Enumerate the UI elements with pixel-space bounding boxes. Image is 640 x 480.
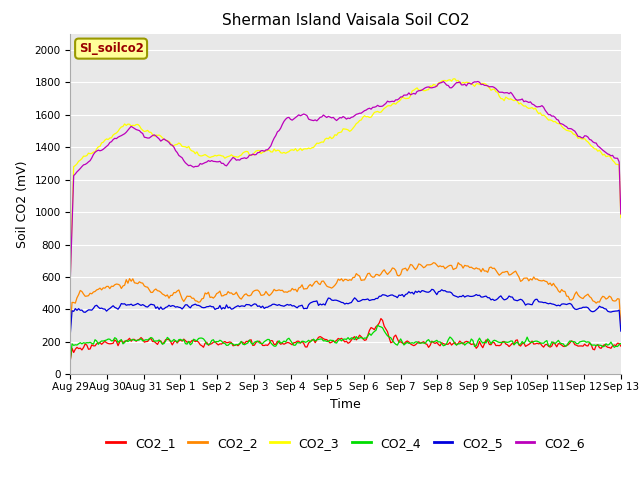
- CO2_6: [518, 96, 526, 102]
- CO2_4: [377, 324, 385, 330]
- CO2_3: [525, 106, 532, 111]
- CO2_4: [231, 342, 239, 348]
- CO2_1: [377, 316, 385, 322]
- CO2_2: [376, 273, 383, 278]
- CO2_2: [525, 278, 532, 284]
- CO2_2: [73, 295, 81, 300]
- Line: CO2_5: CO2_5: [70, 289, 621, 333]
- CO2_5: [428, 287, 436, 292]
- CO2_2: [67, 323, 74, 328]
- CO2_2: [429, 260, 437, 265]
- CO2_1: [188, 337, 196, 343]
- Text: SI_soilco2: SI_soilco2: [79, 42, 143, 55]
- CO2_6: [376, 104, 383, 109]
- CO2_5: [376, 293, 383, 299]
- CO2_1: [67, 357, 74, 363]
- CO2_6: [617, 211, 625, 217]
- CO2_3: [376, 109, 383, 115]
- CO2_1: [376, 320, 383, 326]
- CO2_3: [188, 148, 196, 154]
- CO2_2: [617, 321, 625, 327]
- CO2_6: [73, 169, 81, 175]
- CO2_2: [231, 291, 239, 297]
- CO2_5: [188, 302, 196, 308]
- CO2_5: [231, 304, 239, 310]
- CO2_2: [188, 295, 196, 301]
- CO2_5: [67, 330, 74, 336]
- CO2_2: [518, 277, 526, 283]
- Line: CO2_3: CO2_3: [70, 79, 621, 272]
- CO2_1: [231, 343, 239, 348]
- CO2_4: [525, 338, 532, 344]
- CO2_1: [518, 341, 526, 347]
- CO2_3: [518, 102, 526, 108]
- X-axis label: Time: Time: [330, 397, 361, 410]
- CO2_5: [518, 297, 526, 303]
- CO2_1: [617, 343, 625, 349]
- CO2_3: [231, 154, 239, 159]
- CO2_4: [67, 356, 74, 362]
- CO2_4: [188, 340, 196, 346]
- CO2_4: [374, 322, 381, 328]
- CO2_3: [451, 76, 459, 82]
- CO2_4: [617, 341, 625, 347]
- CO2_6: [231, 156, 239, 161]
- CO2_6: [188, 163, 196, 169]
- Line: CO2_2: CO2_2: [70, 263, 621, 325]
- CO2_4: [518, 339, 526, 345]
- Legend: CO2_1, CO2_2, CO2_3, CO2_4, CO2_5, CO2_6: CO2_1, CO2_2, CO2_3, CO2_4, CO2_5, CO2_6: [101, 432, 590, 455]
- CO2_5: [525, 301, 532, 307]
- CO2_6: [67, 273, 74, 279]
- CO2_3: [73, 161, 81, 167]
- CO2_6: [525, 100, 532, 106]
- CO2_1: [73, 345, 81, 350]
- Line: CO2_1: CO2_1: [70, 319, 621, 360]
- CO2_3: [617, 215, 625, 220]
- CO2_3: [67, 269, 74, 275]
- CO2_4: [73, 342, 81, 348]
- Title: Sherman Island Vaisala Soil CO2: Sherman Island Vaisala Soil CO2: [222, 13, 469, 28]
- CO2_5: [617, 328, 625, 334]
- CO2_5: [73, 308, 81, 313]
- Y-axis label: Soil CO2 (mV): Soil CO2 (mV): [16, 160, 29, 248]
- Line: CO2_6: CO2_6: [70, 82, 621, 276]
- Line: CO2_4: CO2_4: [70, 325, 621, 359]
- CO2_6: [474, 79, 482, 84]
- CO2_1: [525, 342, 532, 348]
